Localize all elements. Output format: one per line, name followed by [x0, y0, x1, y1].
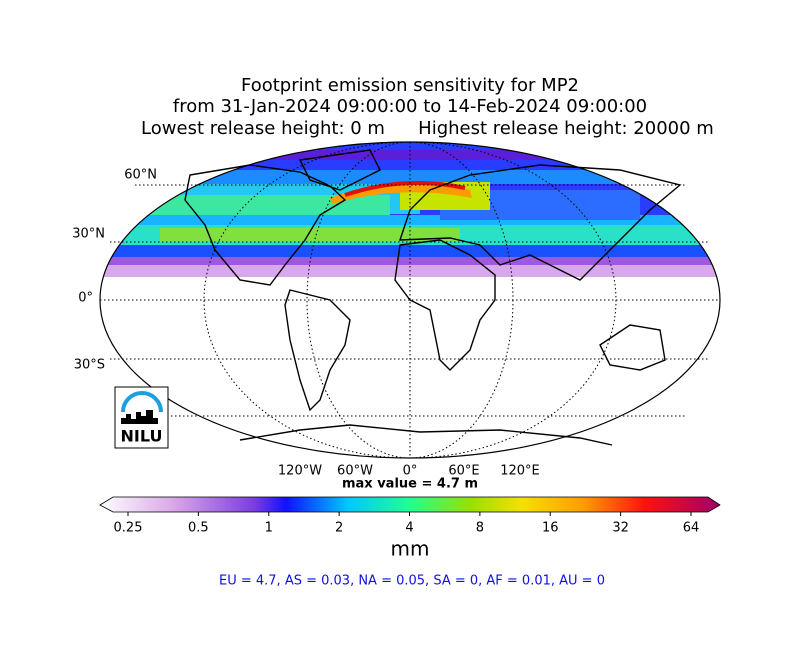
field	[100, 215, 720, 225]
lon-label: 60°W	[337, 464, 373, 479]
lon-labels: 120°W 60°W 0° 60°E 120°E	[278, 464, 540, 479]
logo-arc	[121, 391, 163, 413]
logo-text: NILU	[121, 427, 163, 446]
lat-label: 30°N	[72, 227, 105, 242]
colorbar: mm 0.25 0.5 1 2 4 8 16 32 64	[99, 496, 721, 561]
colorbar-tick-label: 16	[542, 521, 559, 536]
colorbar-label: mm	[391, 537, 430, 561]
lat-label: 0°	[78, 291, 93, 306]
colorbar-tick-label: 8	[476, 521, 484, 536]
map-frame	[99, 141, 721, 459]
max-value: max value = 4.7 m	[342, 477, 478, 492]
title-line: Lowest release height: 0 m	[141, 118, 385, 139]
lat-label: 30°S	[74, 358, 105, 373]
title-line: from 31-Jan-2024 09:00:00 to 14-Feb-2024…	[173, 96, 647, 117]
field	[100, 170, 720, 184]
field	[160, 228, 460, 242]
colorbar-bar	[99, 496, 721, 513]
logo: NILU	[114, 386, 169, 449]
colorbar-tick-label: 1	[265, 521, 273, 536]
field	[344, 180, 466, 197]
field	[100, 257, 720, 265]
colorbar-tick-label: 2	[335, 521, 343, 536]
colorbar-tick-label: 0.25	[114, 521, 143, 536]
title-line: Footprint emission sensitivity for MP2	[241, 75, 579, 96]
lon-label: 60°E	[448, 464, 479, 479]
lon-label: 120°W	[278, 464, 322, 479]
colorbar-tick-label: 32	[612, 521, 629, 536]
colorbar-tick-label: 64	[683, 521, 700, 536]
logo-city	[121, 410, 158, 424]
coastlines	[184, 149, 682, 446]
field	[130, 195, 390, 215]
colorbar-tick-label: 0.5	[188, 521, 209, 536]
lat-labels: 60°N 30°N 0° 30°S	[72, 168, 157, 373]
colorbar-tick-label: 4	[405, 521, 413, 536]
title-line: Highest release height: 20000 m	[418, 118, 714, 139]
title: Footprint emission sensitivity for MP2 f…	[141, 75, 714, 139]
lon-label: 0°	[403, 464, 418, 479]
lat-label: 60°N	[124, 168, 157, 183]
lon-label: 120°E	[500, 464, 540, 479]
stats: EU = 4.7, AS = 0.03, NA = 0.05, SA = 0, …	[219, 574, 605, 589]
